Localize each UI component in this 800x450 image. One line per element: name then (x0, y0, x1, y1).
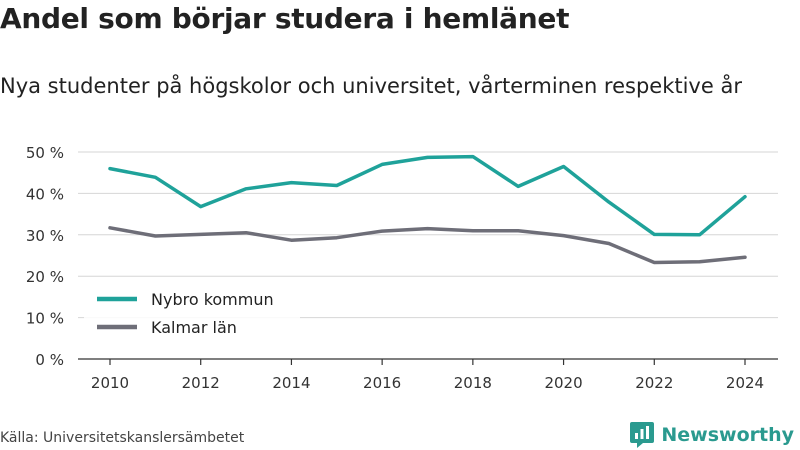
x-tick-label: 2022 (635, 374, 673, 392)
x-tick-label: 2012 (182, 374, 220, 392)
brand-logo: Newsworthy (629, 421, 794, 449)
x-tick-label: 2016 (363, 374, 401, 392)
y-tick-label: 30 % (26, 227, 64, 245)
series-line-2 (108, 226, 747, 265)
brand-name: Newsworthy (661, 424, 794, 446)
x-tick-label: 2018 (454, 374, 492, 392)
legend-label: Kalmar län (151, 318, 237, 337)
source-note: Källa: Universitetskanslersämbetet (0, 430, 245, 446)
x-tick-label: 2020 (544, 374, 582, 392)
legend-label: Nybro kommun (151, 290, 274, 309)
y-tick-label: 20 % (26, 268, 64, 286)
x-axis: 2010 2012 2014 2016 2018 2020 2022 2024 (78, 358, 778, 392)
x-tick-label: 2024 (726, 374, 764, 392)
series-lines (108, 154, 747, 265)
y-tick-label: 0 % (35, 351, 64, 369)
y-tick-label: 50 % (26, 144, 64, 162)
y-tick-label: 10 % (26, 310, 64, 328)
y-tick-label: 40 % (26, 185, 64, 203)
legend: Nybro kommun Kalmar län (84, 286, 300, 344)
series-line-1 (108, 154, 747, 237)
x-tick-label: 2010 (91, 374, 129, 392)
legend-background (84, 286, 300, 344)
newsworthy-logo-icon (630, 422, 655, 448)
y-axis-tick-labels: 0 % 10 % 20 % 30 % 40 % 50 % (26, 144, 64, 369)
chart-subtitle: Nya studenter på högskolor och universit… (0, 74, 742, 98)
x-tick-label: 2014 (272, 374, 310, 392)
chart-title: Andel som börjar studera i hemlänet (0, 2, 570, 35)
